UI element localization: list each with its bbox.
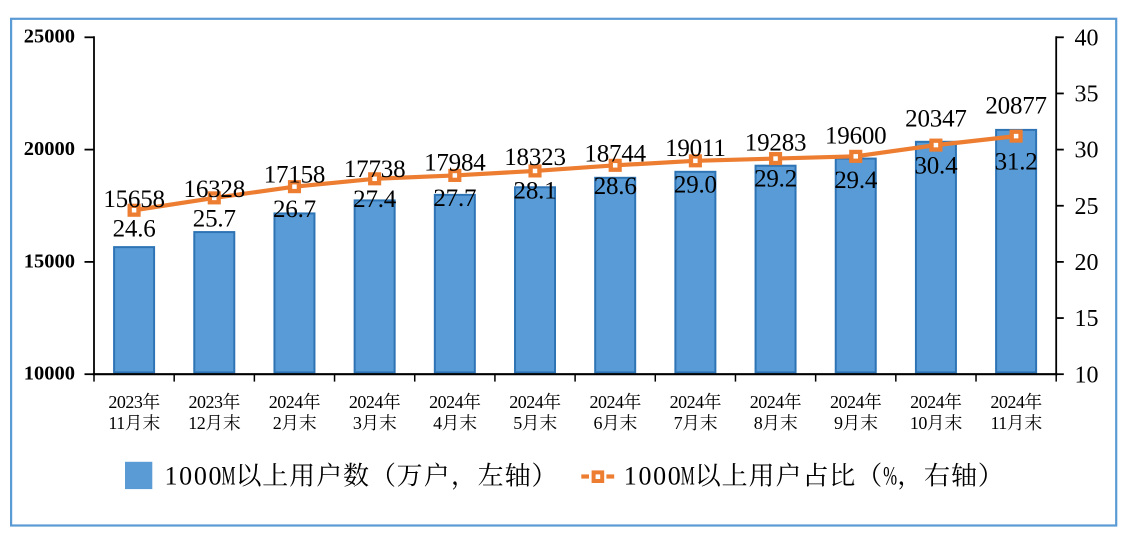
svg-text:27.4: 27.4 [353,186,397,213]
svg-text:15658: 15658 [103,186,165,213]
svg-text:2024年: 2024年 [830,392,882,412]
svg-text:28.6: 28.6 [594,173,637,200]
svg-text:4月末: 4月末 [433,413,477,433]
svg-text:，右轴）: ，右轴） [897,461,1005,490]
svg-text:11月末: 11月末 [108,413,160,433]
svg-text:2024年: 2024年 [429,392,481,412]
svg-text:18744: 18744 [584,140,646,167]
svg-text:6月末: 6月末 [593,413,637,433]
svg-text:20: 20 [1075,250,1099,276]
svg-text:35: 35 [1075,82,1099,108]
svg-text:7月末: 7月末 [674,413,718,433]
svg-text:26.7: 26.7 [273,196,316,223]
svg-text:28.1: 28.1 [514,177,557,204]
svg-text:2024年: 2024年 [990,392,1042,412]
svg-text:27.7: 27.7 [433,185,476,212]
svg-text:29.0: 29.0 [674,171,717,198]
svg-text:15000: 15000 [24,250,75,272]
svg-text:19011: 19011 [665,135,726,162]
svg-text:29.2: 29.2 [754,166,797,193]
svg-text:30: 30 [1075,138,1099,164]
svg-text:19600: 19600 [825,123,887,150]
svg-text:1000: 1000 [165,461,222,490]
svg-text:12月末: 12月末 [188,413,240,433]
svg-text:2023年: 2023年 [108,392,160,412]
svg-text:2024年: 2024年 [750,392,802,412]
svg-text:16328: 16328 [184,176,246,203]
svg-text:29.4: 29.4 [834,167,878,194]
svg-text:19283: 19283 [745,130,807,157]
svg-text:M: M [681,461,695,490]
svg-text:以上用户数（万户，左轴）: 以上用户数（万户，左轴） [236,461,559,490]
svg-text:2024年: 2024年 [509,392,561,412]
svg-text:17738: 17738 [344,156,406,183]
svg-text:2024年: 2024年 [269,392,321,412]
svg-text:%: % [883,461,897,490]
svg-text:10: 10 [1075,362,1099,388]
svg-text:2024年: 2024年 [589,392,641,412]
svg-text:11月末: 11月末 [990,413,1042,433]
svg-text:1000: 1000 [624,461,681,490]
svg-text:25000: 25000 [24,26,75,48]
svg-text:2024年: 2024年 [910,392,962,412]
svg-text:2024年: 2024年 [349,392,401,412]
svg-text:20877: 20877 [985,92,1047,119]
svg-text:24.6: 24.6 [113,216,156,243]
svg-text:8月末: 8月末 [754,413,798,433]
svg-text:10000: 10000 [24,363,75,385]
svg-text:18323: 18323 [504,144,566,171]
svg-text:20347: 20347 [905,106,967,133]
svg-text:20000: 20000 [24,138,75,160]
svg-text:25.7: 25.7 [193,205,236,232]
svg-text:5月末: 5月末 [513,413,557,433]
svg-text:以上用户占比（: 以上用户占比（ [695,461,883,490]
svg-text:M: M [222,461,236,490]
svg-text:31.2: 31.2 [995,149,1038,176]
svg-text:3月末: 3月末 [353,413,397,433]
svg-text:17158: 17158 [264,162,326,189]
svg-text:2024年: 2024年 [670,392,722,412]
svg-text:25: 25 [1075,194,1099,220]
svg-text:2月末: 2月末 [273,413,317,433]
svg-text:40: 40 [1075,25,1099,51]
svg-text:15: 15 [1075,306,1099,332]
svg-text:17984: 17984 [424,149,486,176]
svg-text:9月末: 9月末 [834,413,878,433]
svg-text:10月末: 10月末 [910,413,962,433]
svg-text:2023年: 2023年 [189,392,241,412]
svg-text:30.4: 30.4 [914,153,958,180]
